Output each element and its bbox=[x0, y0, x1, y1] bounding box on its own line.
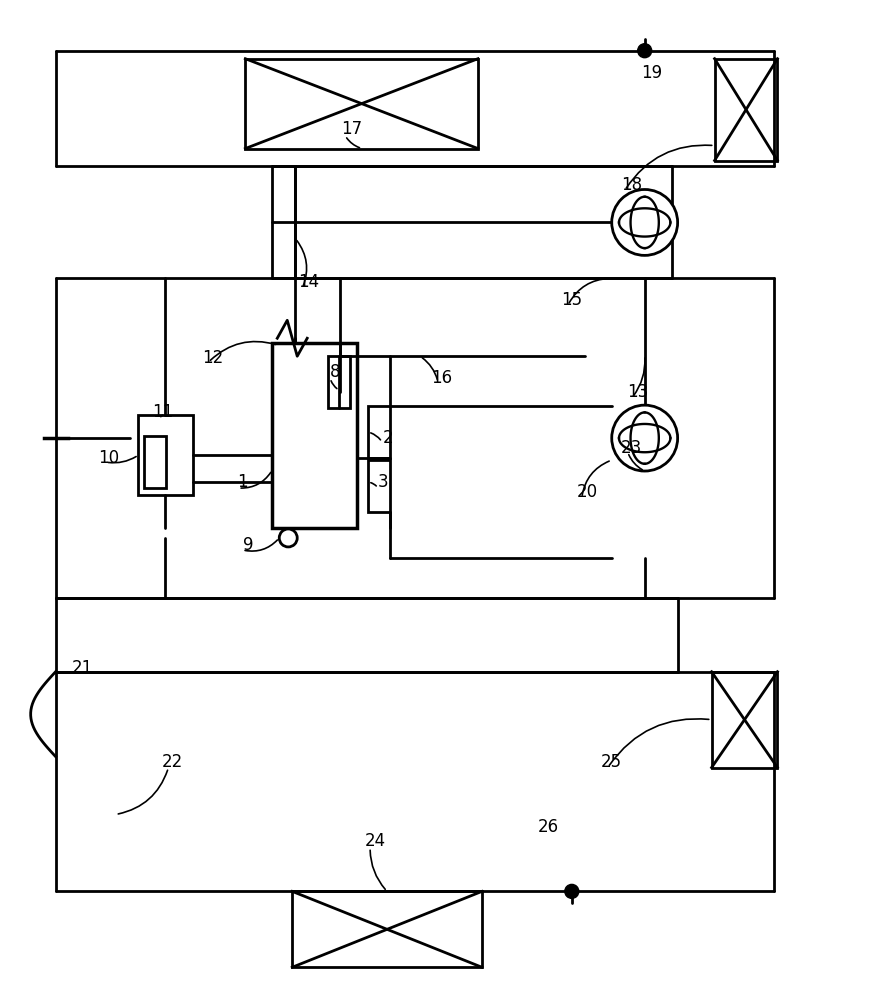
Text: 22: 22 bbox=[162, 753, 183, 771]
Text: 3: 3 bbox=[377, 473, 388, 491]
Bar bbox=[715, 59, 778, 161]
Bar bbox=[144, 436, 167, 488]
Text: 2: 2 bbox=[383, 429, 393, 447]
Text: 17: 17 bbox=[342, 120, 362, 138]
Text: 24: 24 bbox=[364, 832, 385, 850]
Text: 23: 23 bbox=[621, 439, 642, 457]
Text: 1: 1 bbox=[237, 473, 247, 491]
Text: 18: 18 bbox=[621, 176, 642, 194]
Text: 16: 16 bbox=[431, 369, 453, 387]
Bar bbox=[245, 59, 478, 149]
Bar bbox=[711, 672, 778, 768]
Text: 25: 25 bbox=[602, 753, 622, 771]
Circle shape bbox=[611, 405, 678, 471]
Text: 15: 15 bbox=[561, 291, 582, 309]
Text: 12: 12 bbox=[202, 349, 223, 367]
Circle shape bbox=[638, 44, 652, 58]
Text: 14: 14 bbox=[298, 273, 319, 291]
Bar bbox=[292, 891, 482, 967]
Bar bbox=[368, 406, 390, 458]
Circle shape bbox=[611, 189, 678, 255]
Circle shape bbox=[279, 529, 297, 547]
Text: 8: 8 bbox=[330, 363, 340, 381]
Text: 26: 26 bbox=[537, 818, 558, 836]
Bar bbox=[272, 343, 357, 528]
Bar bbox=[368, 460, 390, 512]
Circle shape bbox=[564, 884, 579, 898]
Text: 20: 20 bbox=[577, 483, 598, 501]
Text: 21: 21 bbox=[72, 659, 93, 677]
Bar bbox=[138, 415, 193, 495]
Text: 11: 11 bbox=[152, 403, 173, 421]
Text: 19: 19 bbox=[641, 64, 662, 82]
Bar bbox=[328, 356, 350, 408]
Text: 10: 10 bbox=[98, 449, 119, 467]
Text: 13: 13 bbox=[627, 383, 649, 401]
Text: 9: 9 bbox=[243, 536, 253, 554]
